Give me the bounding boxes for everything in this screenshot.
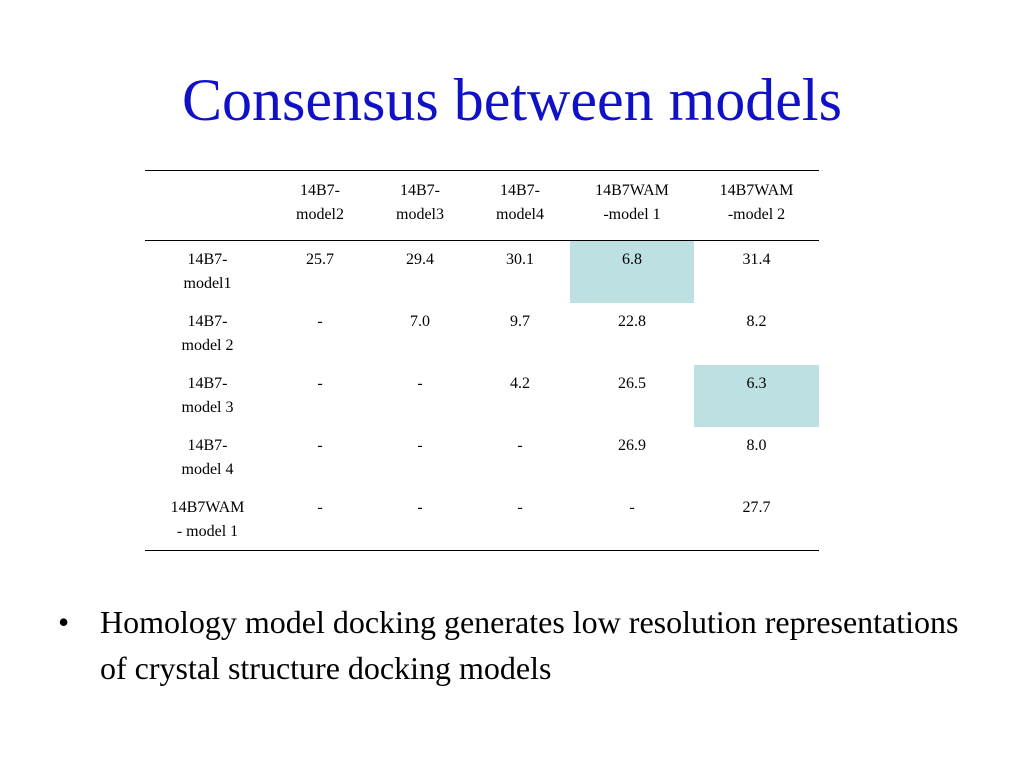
header-cell-empty — [145, 171, 270, 241]
table-cell: 4.2 — [510, 374, 530, 392]
header-cell-14b7-model4: 14B7- model4 — [496, 182, 544, 223]
row-label: 14B7- model 2 — [181, 312, 234, 354]
table-cell: - — [517, 436, 523, 454]
table-cell: - — [629, 498, 635, 516]
table-cell-highlighted: 6.8 — [570, 240, 694, 303]
table-cell: - — [317, 374, 323, 392]
table-header-row: 14B7- model2 14B7- model3 14B7- model4 1… — [145, 170, 819, 241]
table-row: 14B7- model 3 - - 4.2 26.5 6.3 — [145, 364, 819, 427]
table-cell: - — [417, 374, 423, 392]
table-cell: 27.7 — [742, 498, 771, 516]
table-cell: - — [317, 436, 323, 454]
table-cell: 8.2 — [746, 312, 767, 330]
header-cell-14b7wam-model2: 14B7WAM -model 2 — [719, 182, 794, 223]
bullet-dot: • — [58, 604, 70, 640]
slide-title: Consensus between models — [182, 67, 842, 133]
table-cell: 22.8 — [618, 312, 646, 330]
row-label: 14B7- model1 — [183, 251, 232, 292]
table-cell: 26.5 — [618, 374, 646, 392]
table-cell-highlighted: 6.3 — [694, 364, 819, 427]
row-label: 14B7- model 3 — [181, 374, 234, 416]
consensus-table: 14B7- model2 14B7- model3 14B7- model4 1… — [145, 170, 819, 551]
table-cell: - — [317, 498, 323, 516]
table-cell: 7.0 — [410, 312, 430, 330]
table-row: 14B7WAM - model 1 - - - - 27.7 — [145, 489, 819, 551]
table-cell: 9.7 — [510, 312, 530, 330]
table-cell: 29.4 — [406, 251, 434, 268]
table-row: 14B7- model 2 - 7.0 9.7 22.8 8.2 — [145, 303, 819, 365]
table-cell: 30.1 — [506, 251, 534, 268]
table-row: 14B7- model 4 - - - 26.9 8.0 — [145, 427, 819, 489]
table-cell: - — [417, 436, 423, 454]
row-label: 14B7- model 4 — [181, 436, 234, 478]
table-cell: 26.9 — [618, 436, 646, 454]
row-label: 14B7WAM - model 1 — [170, 498, 245, 540]
table-cell: 31.4 — [742, 251, 771, 268]
table-cell: 25.7 — [306, 251, 334, 268]
table-cell: 8.0 — [746, 436, 767, 454]
table-cell: - — [417, 498, 423, 516]
bullet-text: Homology model docking generates low res… — [100, 604, 959, 686]
header-cell-14b7-model3: 14B7- model3 — [396, 182, 444, 223]
header-cell-14b7wam-model1: 14B7WAM -model 1 — [595, 182, 669, 223]
table-cell: - — [317, 312, 323, 330]
table-row: 14B7- model1 25.7 29.4 30.1 6.8 31.4 — [145, 240, 819, 303]
header-cell-14b7-model2: 14B7- model2 — [296, 182, 344, 223]
table-cell: - — [517, 498, 523, 516]
